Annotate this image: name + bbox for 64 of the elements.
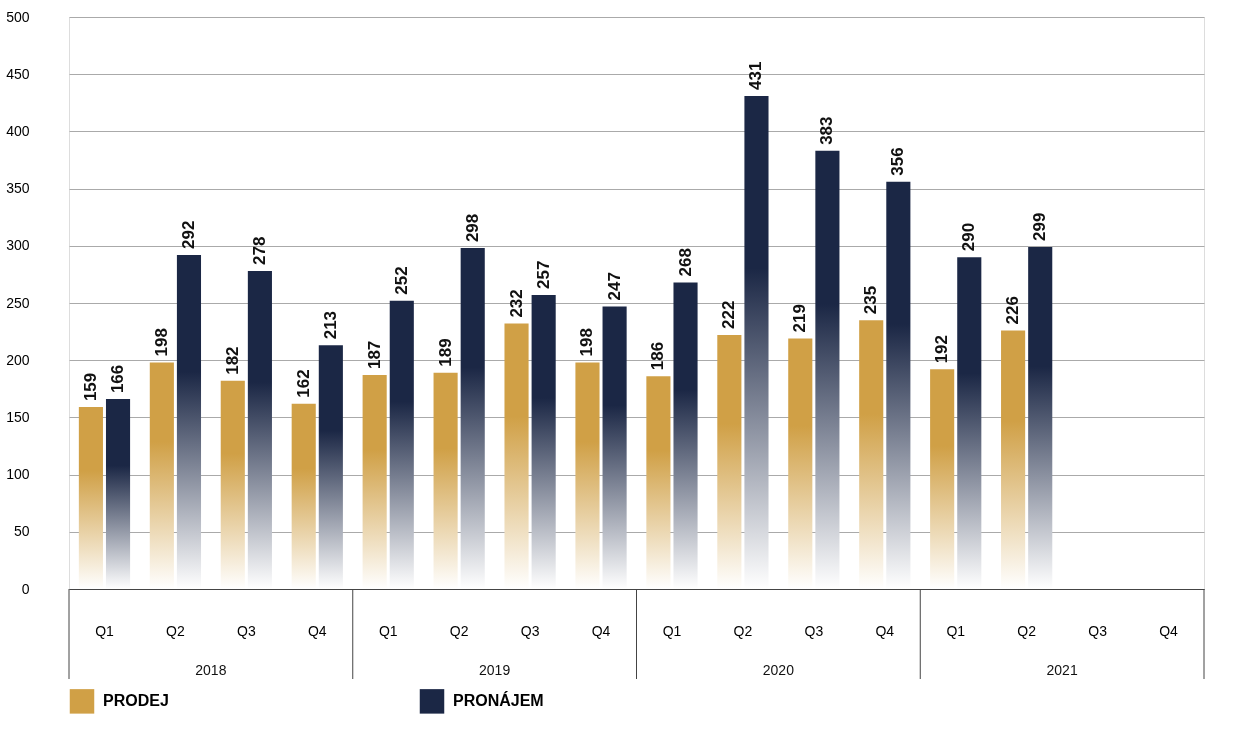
data-label: 219 — [790, 304, 810, 333]
y-tick-label: 250 — [6, 294, 30, 311]
data-label: 292 — [178, 220, 198, 249]
text: 2019 — [479, 662, 511, 678]
y-tick-label: 450 — [6, 65, 30, 82]
data-label: 186 — [648, 341, 668, 371]
data-label: 226 — [1003, 296, 1023, 325]
x-tick-label: Q3 — [520, 622, 540, 639]
data-label: 383 — [817, 116, 837, 145]
data-label: 182 — [222, 346, 242, 375]
bar — [105, 399, 131, 589]
data-label: 198 — [151, 328, 171, 357]
x-tick-label: Q3 — [237, 622, 256, 639]
y-tick-label: 500 — [6, 8, 30, 25]
data-label: 290 — [959, 222, 979, 252]
data-label: 222 — [719, 300, 739, 330]
data-label: 356 — [888, 147, 908, 176]
data-label: 298 — [462, 213, 482, 243]
x-tick-label: Q1 — [378, 622, 398, 639]
y-tick-label: 100 — [6, 466, 30, 483]
y-tick-label: 400 — [6, 122, 30, 139]
x-tick-label: Q3 — [1088, 622, 1108, 639]
y-tick-label: 0 — [21, 580, 30, 597]
data-label: 232 — [506, 289, 526, 318]
y-tick-label: 50 — [13, 523, 30, 540]
x-tick-label: Q2 — [1017, 622, 1037, 639]
data-label: 431 — [746, 61, 766, 90]
legend-label: PRONÁJEM — [453, 691, 544, 710]
data-label: 162 — [293, 369, 313, 398]
data-label: 278 — [249, 236, 269, 265]
y-tick-label: 350 — [6, 180, 30, 197]
bar — [78, 407, 103, 589]
data-label: 198 — [577, 328, 597, 357]
text: 2021 — [1046, 662, 1078, 678]
x-tick-label: Q4 — [1159, 622, 1179, 639]
x-tick-label: Q2 — [449, 622, 469, 639]
x-tick-label: Q3 — [804, 622, 824, 639]
data-label: 247 — [604, 272, 624, 301]
y-tick-label: 150 — [6, 408, 30, 425]
data-label: 159 — [80, 372, 100, 402]
data-label: 189 — [435, 338, 455, 367]
legend-label: PRODEJ — [103, 692, 169, 710]
x-tick-label: Q4 — [591, 622, 611, 639]
y-tick-label: 300 — [6, 237, 30, 254]
text: 2020 — [762, 662, 795, 678]
x-tick-label: Q1 — [946, 622, 966, 639]
bar — [291, 403, 316, 589]
x-tick-label: Q2 — [166, 622, 185, 639]
x-tick-label: Q1 — [95, 622, 115, 639]
x-tick-label: Q4 — [875, 622, 895, 639]
data-label: 299 — [1030, 212, 1050, 241]
y-tick-label: 200 — [6, 351, 30, 368]
data-label: 166 — [108, 364, 128, 394]
x-tick-label: Q1 — [662, 622, 682, 639]
x-tick-label: Q4 — [307, 622, 327, 639]
data-label: 257 — [533, 260, 553, 289]
data-label: 235 — [861, 285, 881, 315]
data-label: 192 — [932, 334, 952, 364]
data-label: 213 — [320, 310, 340, 340]
x-tick-label: Q2 — [733, 622, 753, 639]
text: 2018 — [195, 662, 227, 678]
data-label: 187 — [364, 340, 384, 370]
data-label: 268 — [675, 248, 695, 277]
data-label: 252 — [391, 266, 411, 295]
